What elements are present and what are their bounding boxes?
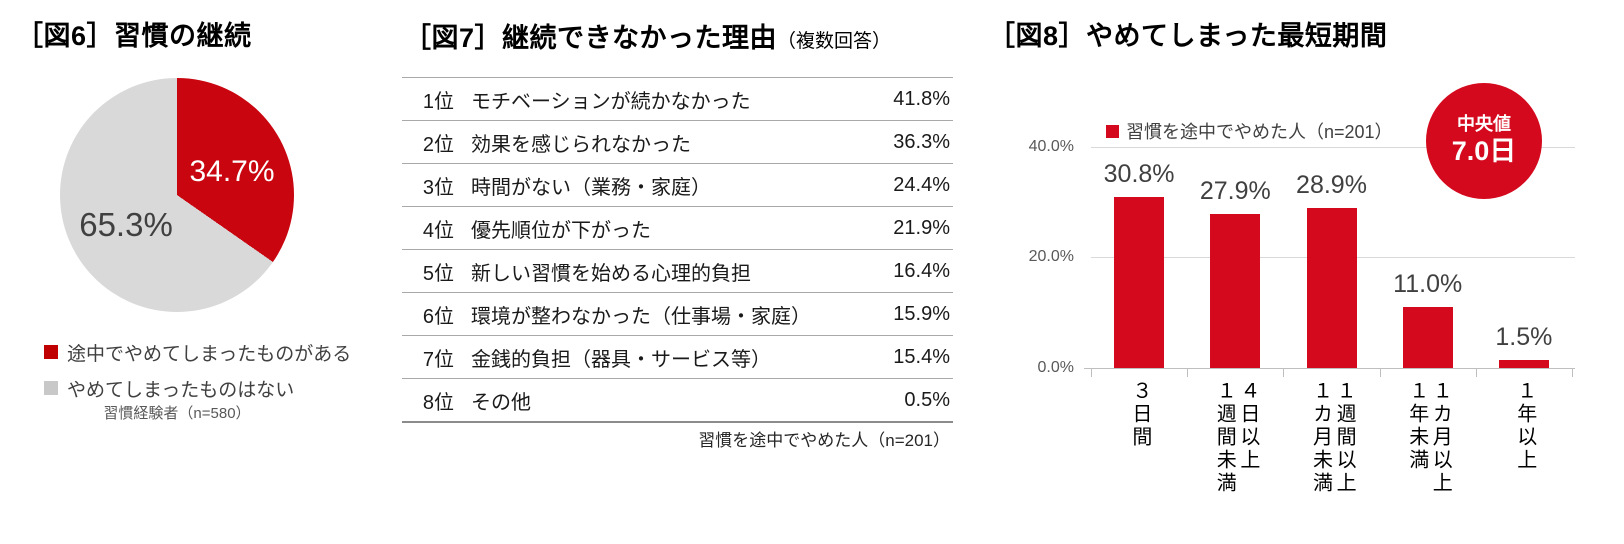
pie-slice-label-quit: 34.7% [189,155,275,188]
figure6-legend: 途中でやめてしまったものがある やめてしまったものはない [44,334,351,406]
quit-reasons-table: 1位 モチベーションが続かなかった 41.8% 2位 効果を感じられなかった 36.3% 3… [402,77,953,423]
table-row: 6位 環境が整わなかった（仕事場・家庭） 15.9% [402,292,953,335]
reason-cell: 時間がない（業務・家庭） [471,176,711,199]
bar [1306,207,1357,368]
table-row: 4位 優先順位が下がった 21.9% [402,206,953,249]
rank-cell: 7位 [422,348,454,371]
percent-cell: 21.9% [893,216,950,239]
bar-value-label: 27.9% [1199,176,1271,205]
figure8-legend: 習慣を途中でやめた人（n=201） [1106,118,1393,144]
legend-item: 途中でやめてしまったものがある [44,334,351,370]
y-axis-tick-label: 20.0% [1028,248,1074,266]
rank-cell: 8位 [422,391,454,414]
legend-marker-icon [44,381,58,395]
bar-value-label: 30.8% [1103,160,1175,189]
rank-cell: 1位 [422,90,454,113]
x-axis-tick [1572,368,1573,377]
legend-marker-icon [44,345,58,359]
reason-cell: モチベーションが続かなかった [471,90,751,113]
bar-value-label: 11.0% [1393,270,1463,299]
x-axis-category-label: １カ月以上 １年未満 [1405,380,1452,495]
percent-cell: 15.9% [893,302,950,325]
x-axis-line [1084,368,1575,369]
figure8-legend-label: 習慣を途中でやめた人（n=201） [1126,122,1393,142]
figure6-sample-note: 習慣経験者（n=580） [103,405,251,422]
rank-cell: 4位 [422,219,454,242]
bar [1210,213,1261,368]
rank-cell: 5位 [422,262,454,285]
x-axis-tick [1476,368,1477,377]
reason-cell: 効果を感じられなかった [471,133,691,156]
bar-value-label: 28.9% [1296,170,1367,199]
gridline [1091,146,1575,148]
figure6-title: ［図6］習慣の継続 [16,21,252,51]
x-axis-tick [1283,368,1284,377]
table-row: 7位 金銭的負担（器具・サービス等） 15.4% [402,335,953,378]
reason-cell: 環境が整わなかった（仕事場・家庭） [471,305,811,328]
x-axis-category-label: １年以上 [1513,380,1536,472]
figure7-sample-note: 習慣を途中でやめた人（n=201） [698,431,950,450]
bar-value-label: 1.5% [1495,322,1553,351]
rank-cell: 3位 [422,176,454,199]
percent-cell: 0.5% [904,388,950,411]
legend-item-label: やめてしまったものはない [67,379,295,401]
x-axis-category-label: ４日以上 １週間未満 [1213,380,1259,495]
table-row: 2位 効果を感じられなかった 36.3% [402,120,953,163]
x-axis-tick [1187,368,1188,377]
y-axis-tick-label: 40.0% [1028,137,1074,155]
legend-item: やめてしまったものはない [44,370,351,406]
y-axis-tick-label: 0.0% [1037,359,1074,376]
percent-cell: 24.4% [893,173,950,196]
habit-pie-chart: 34.7% 65.3% [60,78,294,312]
pie-slice-label-kept: 65.3% [79,206,173,243]
x-axis-category-label: １週間以上 １カ月未満 [1309,380,1356,495]
reason-cell: その他 [471,391,531,414]
bar [1114,197,1165,368]
percent-cell: 41.8% [893,87,950,110]
figure7-title: ［図7］継続できなかった理由（複数回答） [404,16,891,55]
rank-cell: 6位 [422,305,454,328]
reason-cell: 金銭的負担（器具・サービス等） [471,348,771,371]
median-badge-label: 中央値 [1457,113,1511,134]
x-axis-tick [1091,368,1092,377]
percent-cell: 36.3% [893,130,950,153]
percent-cell: 15.4% [893,345,950,368]
table-row: 1位 モチベーションが続かなかった 41.8% [402,77,953,120]
bar [1498,359,1549,368]
reason-cell: 新しい習慣を始める心理的負担 [471,262,751,285]
rank-cell: 2位 [422,133,454,156]
percent-cell: 16.4% [893,259,950,282]
shortest-period-bar-chart: 30.8% ３日間 27.9% ４日以上 １週間未満 28.9% １週間以上 １カ月未満 1… [1084,100,1575,495]
reason-cell: 優先順位が下がった [471,219,651,242]
figure7-title-note: （複数回答） [777,31,892,52]
median-badge-value: 7.0日 [1451,136,1517,167]
bar [1402,307,1453,368]
table-row: 5位 新しい習慣を始める心理的負担 16.4% [402,249,953,292]
legend-item-label: 途中でやめてしまったものがある [67,343,352,365]
figure8-title: ［図8］やめてしまった最短期間 [988,21,1388,51]
median-badge: 中央値 7.0日 [1426,83,1542,199]
x-axis-category-label: ３日間 [1128,380,1151,449]
figure7-title-main: ［図7］継続できなかった理由 [404,23,778,53]
table-row: 3位 時間がない（業務・家庭） 24.4% [402,163,953,206]
table-row: 8位 その他 0.5% [402,378,953,423]
x-axis-tick [1380,368,1381,377]
legend-marker-icon [1106,124,1119,138]
